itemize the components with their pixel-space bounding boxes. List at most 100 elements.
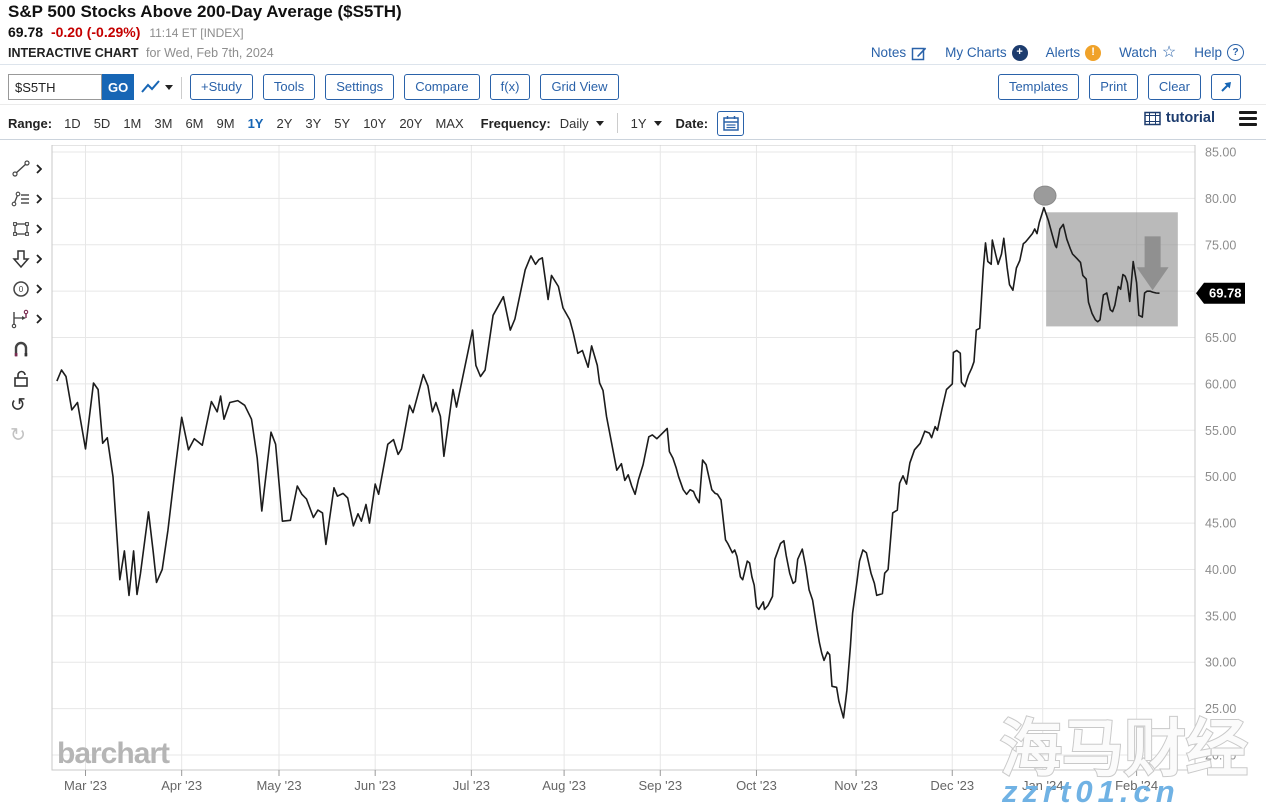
tool-unlock[interactable] — [10, 368, 32, 390]
price-change: -0.20 (-0.29%) — [50, 24, 141, 40]
toolbar-left-buttons: +Study Tools Settings Compare f(x) Grid View — [190, 74, 619, 100]
tutorial-link[interactable]: tutorial — [1165, 110, 1215, 126]
rangebar-bottom-divider — [0, 139, 1266, 140]
range-option-1y[interactable]: 1Y — [247, 115, 264, 131]
notes-link[interactable]: Notes — [871, 45, 927, 61]
watch-link[interactable]: Watch ☆ — [1119, 43, 1177, 61]
price-tag — [1196, 282, 1245, 304]
x-tick-label: Jan '24 — [1022, 778, 1064, 793]
y-tick-label: 30.00 — [1205, 656, 1236, 670]
period-dropdown[interactable]: 1Y — [630, 115, 647, 131]
range-option-10y[interactable]: 10Y — [363, 115, 387, 131]
date-label: Date: — [675, 115, 709, 131]
alerts-link[interactable]: Alerts ! — [1046, 44, 1102, 61]
redo-icon: ↻ — [10, 425, 26, 446]
tool-undo[interactable]: ↺ — [10, 396, 26, 415]
annotation-down-arrow-icon[interactable] — [1136, 236, 1169, 291]
range-label: Range: — [8, 115, 53, 131]
range-option-3y[interactable]: 3Y — [305, 115, 322, 131]
x-tick-label: May '23 — [256, 778, 301, 793]
arrow-down-icon — [12, 250, 30, 269]
film-icon — [1144, 111, 1161, 125]
grid-view-button[interactable]: Grid View — [540, 74, 619, 100]
chevron-right-icon — [36, 164, 42, 174]
y-tick-label: 40.00 — [1205, 563, 1236, 577]
range-option-2y[interactable]: 2Y — [276, 115, 293, 131]
y-tick-label: 65.00 — [1205, 331, 1236, 345]
tool-shapes[interactable] — [10, 218, 42, 240]
cn-watermark: 海马财经 — [1000, 715, 1248, 784]
quote-time: 11:14 ET [INDEX] — [149, 26, 244, 40]
svg-text:0: 0 — [19, 285, 24, 294]
help-link[interactable]: Help ? — [1194, 44, 1244, 61]
y-tick-label: 20.00 — [1205, 748, 1236, 762]
toolbar-bottom-divider — [0, 104, 1266, 105]
tool-arrow-down[interactable] — [10, 248, 42, 270]
compare-button[interactable]: Compare — [404, 74, 480, 100]
measure-icon — [11, 309, 29, 329]
rangebar-right: tutorial — [1144, 110, 1257, 126]
hamburger-icon[interactable] — [1239, 110, 1257, 126]
period-caret-icon[interactable] — [653, 120, 662, 126]
x-tick-label: Feb '24 — [1115, 778, 1158, 793]
frequency-label: Frequency: — [480, 115, 551, 131]
settings-button[interactable]: Settings — [325, 74, 395, 100]
range-option-1d[interactable]: 1D — [64, 115, 81, 131]
price-chart[interactable]: barchart Mar '23 Apr '23 May '23 Jun '23 Jul … — [0, 145, 1266, 805]
templates-button[interactable]: Templates — [997, 74, 1080, 100]
annotate-button[interactable] — [1211, 74, 1241, 100]
date-picker-button[interactable] — [717, 110, 745, 136]
symbol-input[interactable] — [8, 74, 102, 100]
range-option-3m[interactable]: 3M — [154, 115, 173, 131]
x-tick-label: Apr '23 — [161, 778, 202, 793]
barchart-watermark: barchart — [57, 737, 170, 770]
question-circle-icon: ? — [1227, 44, 1244, 61]
star-icon: ☆ — [1161, 43, 1177, 61]
chart-type-caret-icon[interactable] — [165, 85, 173, 90]
my-charts-link[interactable]: My Charts + — [945, 44, 1028, 61]
frequency-dropdown[interactable]: Daily — [559, 115, 589, 131]
trend-line-icon — [12, 160, 30, 177]
range-options: 1D 5D 1M 3M 6M 9M 1Y 2Y 3Y 5Y 10Y 20Y MAX — [64, 116, 477, 131]
price-line — [56, 206, 1160, 719]
range-option-max[interactable]: MAX — [435, 115, 464, 131]
print-button[interactable]: Print — [1089, 74, 1138, 100]
tool-measure[interactable] — [10, 308, 42, 330]
last-price: 69.78 — [8, 24, 44, 40]
clear-button[interactable]: Clear — [1147, 74, 1201, 100]
range-option-6m[interactable]: 6M — [185, 115, 204, 131]
chevron-right-icon — [36, 254, 42, 264]
x-tick-label: Jul '23 — [453, 778, 490, 793]
chevron-right-icon — [36, 194, 42, 204]
my-charts-label: My Charts — [945, 45, 1007, 60]
arrow-ne-icon — [1221, 82, 1231, 92]
range-bar: Range: 1D 5D 1M 3M 6M 9M 1Y 2Y 3Y 5Y 10Y 20Y MAX Fre… — [8, 108, 745, 138]
x-tick-label: Aug '23 — [542, 778, 586, 793]
plot-border — [51, 145, 1196, 771]
-study-button[interactable]: +Study — [190, 74, 253, 100]
tool-redo[interactable]: ↻ — [10, 426, 26, 445]
annotation-circle[interactable] — [1033, 185, 1057, 206]
frequency-caret-icon[interactable] — [595, 120, 604, 126]
range-option-1m[interactable]: 1M — [123, 115, 142, 131]
range-option-9m[interactable]: 9M — [216, 115, 235, 131]
chevron-right-icon — [36, 314, 42, 324]
line-squiggle-icon[interactable] — [141, 79, 161, 95]
header-divider — [0, 64, 1266, 65]
tools-button[interactable]: Tools — [262, 74, 316, 100]
chart-date: for Wed, Feb 7th, 2024 — [146, 46, 274, 60]
tool-ellipse[interactable]: 0 — [10, 278, 42, 300]
go-button[interactable]: GO — [102, 74, 134, 100]
y-tick-label: 55.00 — [1205, 424, 1236, 438]
range-option-5y[interactable]: 5Y — [334, 115, 351, 131]
range-option-5d[interactable]: 5D — [93, 115, 111, 131]
undo-icon: ↺ — [10, 395, 26, 416]
tool-magnet[interactable] — [10, 338, 32, 360]
chevron-right-icon — [36, 284, 42, 294]
exclamation-circle-icon: ! — [1085, 44, 1102, 61]
tool-trend-line[interactable] — [10, 158, 42, 180]
y-tick-label: 25.00 — [1205, 702, 1236, 716]
f-x--button[interactable]: f(x) — [489, 74, 531, 100]
range-option-20y[interactable]: 20Y — [399, 115, 423, 131]
tool-study-list[interactable] — [10, 188, 42, 210]
